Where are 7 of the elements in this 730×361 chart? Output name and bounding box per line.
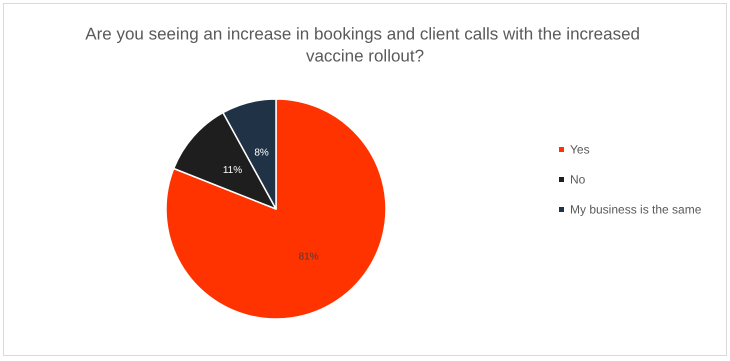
legend-label: My business is the same	[570, 202, 702, 216]
data-label: 8%	[254, 147, 269, 158]
data-label: 81%	[298, 251, 319, 262]
legend-label: No	[570, 172, 586, 186]
chart-title: Are you seeing an increase in bookings and client calls with the increased vaccine rollout?	[85, 24, 645, 66]
data-label: 11%	[222, 165, 242, 176]
legend-label: Yes	[570, 142, 590, 156]
